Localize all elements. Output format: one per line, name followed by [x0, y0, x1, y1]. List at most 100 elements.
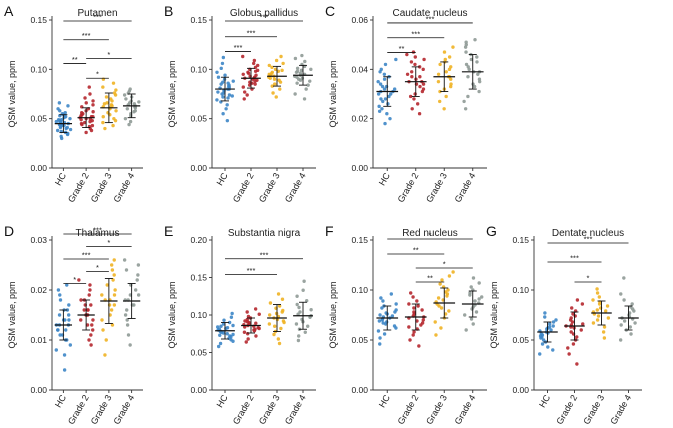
- data-point: [443, 57, 447, 62]
- x-tick-label: Grade 3: [424, 393, 449, 426]
- data-point: [380, 84, 385, 89]
- data-point: [383, 97, 388, 101]
- data-point: [442, 50, 447, 54]
- x-tick-label: Grade 3: [89, 171, 114, 204]
- panel-label: D: [4, 223, 14, 239]
- data-point: [219, 66, 223, 71]
- x-tick-label: Grade 2: [231, 171, 256, 204]
- data-point: [254, 321, 258, 325]
- data-point: [295, 69, 300, 74]
- data-point: [408, 338, 412, 342]
- data-point: [570, 306, 574, 310]
- data-point: [386, 102, 390, 106]
- data-point: [221, 80, 225, 84]
- y-axis-label: QSM value, ppm: [7, 281, 17, 348]
- panel-title: Caudate nucleus: [392, 8, 467, 19]
- data-point: [392, 87, 397, 91]
- y-tick-label: 0.00: [512, 385, 529, 395]
- panel-c: C Caudate nucleus 0.00 0.02 0.04 0.06 QSM valu…: [325, 3, 487, 204]
- data-point: [68, 127, 73, 132]
- data-point: [390, 314, 395, 318]
- data-point: [469, 57, 474, 62]
- data-point: [218, 333, 222, 337]
- data-point: [597, 295, 602, 299]
- data-point: [477, 297, 481, 301]
- significance-label: ***: [260, 12, 269, 21]
- significance-label: ***: [584, 235, 593, 244]
- data-point: [480, 295, 484, 299]
- data-point: [412, 306, 416, 310]
- data-point: [569, 330, 573, 334]
- data-point: [276, 337, 281, 341]
- data-point: [230, 311, 234, 316]
- y-tick-label: 0.00: [351, 385, 368, 395]
- data-point: [281, 61, 285, 66]
- data-point: [218, 341, 223, 346]
- data-point: [79, 298, 83, 302]
- data-point: [87, 85, 91, 89]
- data-point: [137, 100, 141, 104]
- data-point: [65, 308, 70, 312]
- data-point: [86, 308, 90, 312]
- data-point: [276, 314, 281, 319]
- significance-label: *: [73, 275, 76, 284]
- data-point: [418, 75, 422, 79]
- data-point: [549, 328, 553, 332]
- data-point: [128, 343, 132, 347]
- data-point: [466, 75, 470, 79]
- x-tick-label: Grade 4: [453, 393, 478, 426]
- data-point: [381, 299, 385, 303]
- data-point: [273, 82, 277, 86]
- data-point: [629, 332, 633, 336]
- data-point: [449, 77, 453, 81]
- data-point: [477, 79, 482, 84]
- panel-b: B Globus pallidus 0.00 0.05 0.10 0.15 QSM valu…: [164, 3, 316, 204]
- data-point: [603, 309, 608, 313]
- data-point: [387, 94, 391, 99]
- data-point: [444, 94, 448, 99]
- y-tick-label: 0.00: [351, 163, 368, 173]
- data-point: [67, 318, 71, 322]
- data-point: [276, 292, 281, 296]
- data-point: [125, 323, 130, 327]
- data-point: [413, 62, 417, 67]
- data-point: [433, 320, 437, 324]
- data-point: [55, 128, 60, 133]
- data-point: [376, 79, 380, 84]
- data-point: [57, 313, 62, 317]
- y-tick-label: 0.05: [512, 335, 529, 345]
- data-point: [436, 79, 441, 84]
- data-point: [59, 117, 64, 122]
- data-point: [575, 335, 579, 339]
- data-point: [133, 109, 137, 113]
- y-axis-label: QSM value, ppm: [489, 281, 499, 348]
- data-point: [90, 323, 94, 327]
- data-point: [416, 304, 420, 308]
- panel-label: F: [325, 223, 334, 239]
- data-point: [221, 95, 225, 99]
- data-point: [112, 293, 117, 297]
- data-point: [405, 52, 409, 57]
- x-tick-label: Grade 4: [453, 171, 478, 204]
- data-point: [89, 333, 93, 337]
- data-point: [216, 90, 220, 94]
- data-point: [83, 96, 87, 100]
- data-point: [224, 107, 228, 111]
- data-point: [136, 273, 140, 277]
- data-point: [241, 85, 245, 89]
- data-point: [223, 73, 227, 77]
- data-point: [378, 342, 382, 346]
- x-tick-label: HC: [215, 171, 230, 188]
- y-tick-label: 0.01: [30, 335, 47, 345]
- data-point: [409, 291, 413, 295]
- data-point: [57, 101, 62, 105]
- data-point: [226, 81, 230, 85]
- data-point: [111, 278, 115, 282]
- data-point: [56, 117, 61, 122]
- data-point: [215, 70, 219, 74]
- data-point: [219, 324, 223, 328]
- data-point: [471, 276, 476, 280]
- data-point: [228, 334, 232, 338]
- data-point: [447, 309, 451, 313]
- x-tick-label: HC: [53, 393, 68, 410]
